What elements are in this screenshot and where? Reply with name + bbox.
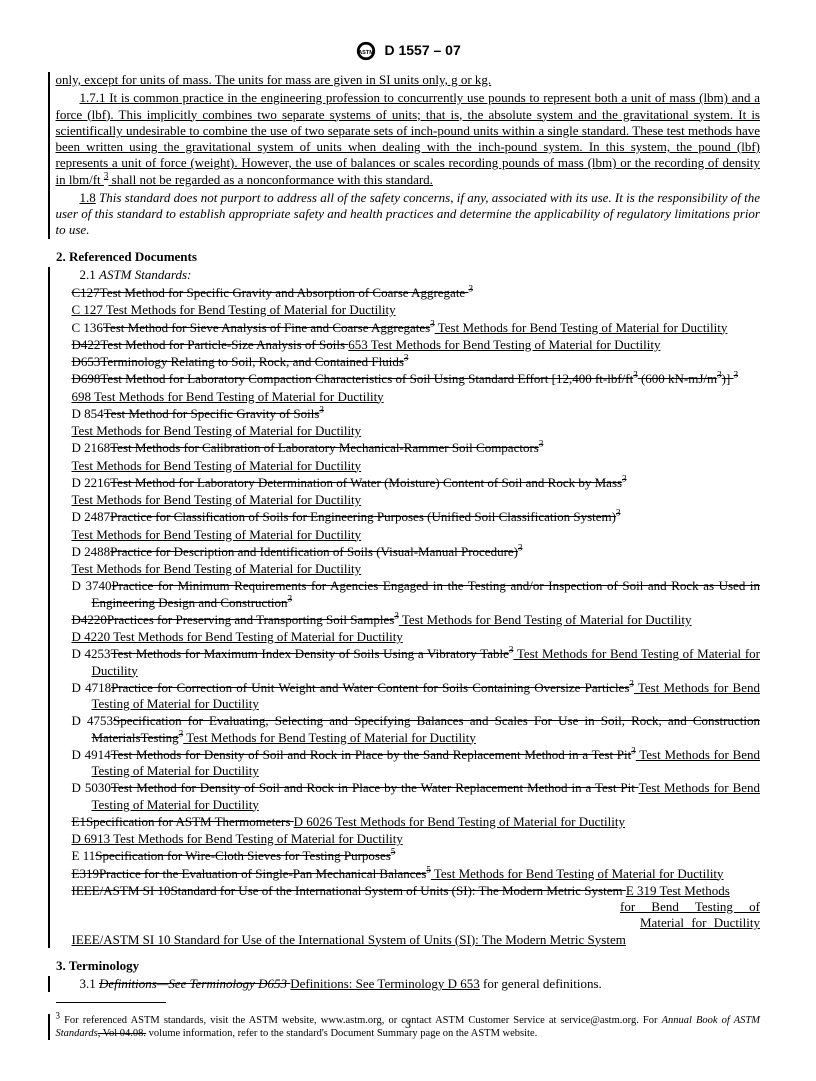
referenced-documents-list: C127Test Method for Specific Gravity and… (72, 285, 761, 948)
ref-d698-deleted: D698Test Method for Laboratory Compactio… (72, 371, 761, 387)
section-2-title: 2. Referenced Documents (56, 249, 760, 265)
ref-d2216: D 2216Test Method for Laboratory Determi… (72, 475, 761, 491)
ref-d4753: D 4753Specification for Evaluating, Sele… (72, 713, 761, 746)
ref-d2168: D 2168Test Methods for Calibration of La… (72, 440, 761, 456)
ref-d4220: D4220Practices for Preserving and Transp… (72, 612, 761, 628)
ref-ieee-new: IEEE/ASTM SI 10 Standard for Use of the … (72, 932, 761, 948)
change-bar-block-1: only, except for units of mass. The unit… (48, 72, 761, 239)
sec-2-1: 2.1 ASTM Standards: (56, 267, 761, 283)
ref-d2487-new: Test Methods for Bend Testing of Materia… (72, 527, 761, 543)
ref-d3740: D 3740Practice for Minimum Requirements … (72, 578, 761, 611)
hanging-text: for Bend Testing of Material for Ductili… (640, 899, 760, 932)
page-number: 3 (0, 1017, 816, 1032)
ref-e1: E1Specification for ASTM Thermometers D … (72, 814, 761, 830)
section-3-title: 3. Terminology (56, 958, 760, 974)
ref-d4220-line: D 4220 Test Methods for Bend Testing of … (72, 629, 761, 645)
change-bar-block-2: 2.1 ASTM Standards: C127Test Method for … (48, 267, 761, 948)
svg-text:ASTM: ASTM (358, 50, 374, 56)
ref-d653-deleted: D653Terminology Relating to Soil, Rock, … (72, 354, 761, 370)
ref-d2168-new: Test Methods for Bend Testing of Materia… (72, 458, 761, 474)
ref-c136: C 136Test Method for Sieve Analysis of F… (72, 320, 761, 336)
ref-d2488: D 2488Practice for Description and Ident… (72, 544, 761, 560)
ref-d2487: D 2487Practice for Classification of Soi… (72, 509, 761, 525)
ref-d6913: D 6913 Test Methods for Bend Testing of … (72, 831, 761, 847)
para-1-8: 1.8 This standard does not purport to ad… (56, 190, 761, 239)
astm-logo-icon: ASTM (355, 40, 377, 62)
ref-d4253: D 4253Test Methods for Maximum Index Den… (72, 646, 761, 679)
ref-c127-deleted: C127Test Method for Specific Gravity and… (72, 285, 761, 301)
ref-d854-new: Test Methods for Bend Testing of Materia… (72, 423, 761, 439)
ref-d854: D 854Test Method for Specific Gravity of… (72, 406, 761, 422)
designation-label: D 1557 – 07 (384, 42, 460, 58)
ref-d4914: D 4914Test Methods for Density of Soil a… (72, 747, 761, 780)
para-mass-units: only, except for units of mass. The unit… (56, 72, 761, 88)
ref-e11: E 11Specification for Wire-Cloth Sieves … (72, 848, 761, 864)
ref-d4718: D 4718Practice for Correction of Unit We… (72, 680, 761, 713)
para-1-7-1: 1.7.1 It is common practice in the engin… (56, 90, 761, 188)
ref-e319: E319Practice for the Evaluation of Singl… (72, 866, 761, 882)
ref-d2216-new: Test Methods for Bend Testing of Materia… (72, 492, 761, 508)
ref-c127-new: C 127 Test Methods for Bend Testing of M… (72, 302, 761, 318)
footnote-rule (56, 1002, 166, 1003)
ref-d5030: D 5030Test Method for Density of Soil an… (72, 780, 761, 813)
change-bar-block-3: 3.1 Definitions—See Terminology D653 Def… (48, 976, 761, 992)
para-3-1: 3.1 Definitions—See Terminology D653 Def… (56, 976, 761, 992)
page-header: ASTM D 1557 – 07 (56, 40, 760, 62)
ref-d2488-new: Test Methods for Bend Testing of Materia… (72, 561, 761, 577)
ref-ieee-deleted: IEEE/ASTM SI 10Standard for Use of the I… (72, 883, 761, 899)
ref-d422: D422Test Method for Particle-Size Analys… (72, 337, 761, 353)
ref-d698-new: 698 Test Methods for Bend Testing of Mat… (72, 389, 761, 405)
